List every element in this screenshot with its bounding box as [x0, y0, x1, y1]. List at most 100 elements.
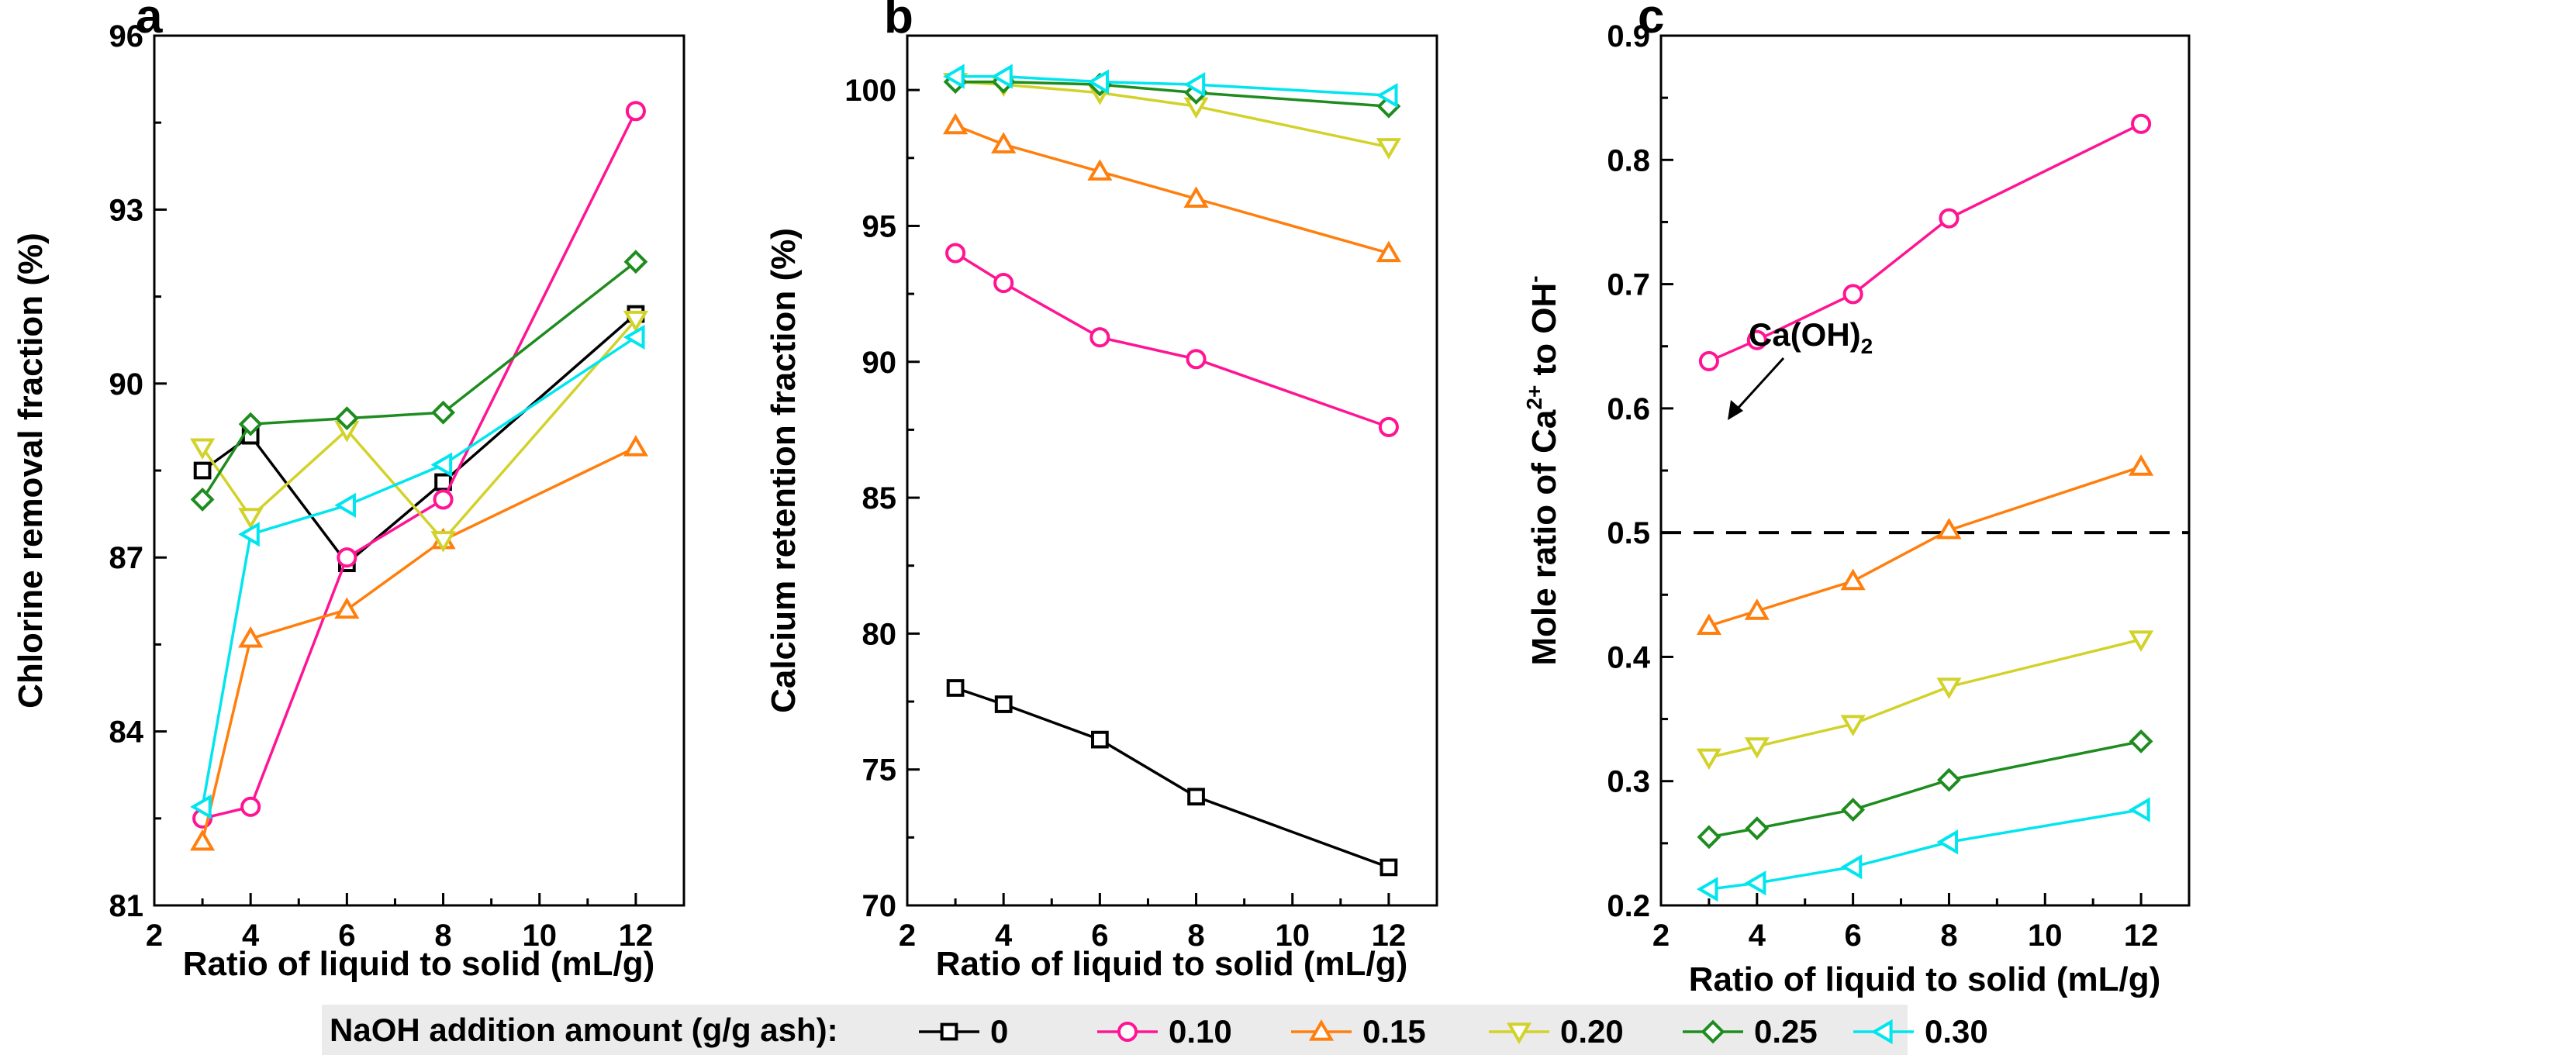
- y-axis-title-b: Calcium retention fraction (%): [765, 228, 803, 713]
- data-point-a-s010-1: [240, 796, 261, 817]
- data-point-a-s025-3: [431, 400, 455, 425]
- data-point-a-s025-2: [334, 406, 359, 431]
- data-point-a-s0-0: [193, 461, 212, 480]
- data-point-b-s0-2: [1091, 730, 1109, 749]
- data-point-b-s030-1: [991, 64, 1013, 89]
- x-tick-label-a-1: 4: [242, 919, 260, 953]
- y-tick-label-c-5: 0.7: [1607, 268, 1650, 302]
- x-tick-label-b-1: 4: [995, 919, 1013, 953]
- series-line-a-s015: [201, 446, 637, 843]
- data-point-b-s015-2: [1087, 159, 1113, 181]
- x-tick-label-c-0: 2: [1652, 919, 1670, 953]
- data-point-b-s010-4: [1378, 416, 1399, 437]
- data-point-a-s015-0: [190, 829, 216, 851]
- y-tick-label-a-5: 96: [109, 19, 144, 53]
- y-tick-label-c-0: 0.2: [1607, 889, 1650, 923]
- legend-title: NaOH addition amount (g/g ash):: [330, 1012, 838, 1048]
- annotation-caoh2-sub: 2: [1861, 334, 1873, 358]
- data-point-a-s030-0: [190, 794, 212, 819]
- data-point-c-s010-3: [1939, 208, 1960, 229]
- data-point-c-s030-1: [1744, 871, 1766, 896]
- series-line-a-s010: [202, 110, 637, 820]
- x-tick-label-b-3: 8: [1187, 919, 1204, 953]
- y-tick-label-c-2: 0.4: [1607, 640, 1650, 674]
- data-point-a-s030-1: [238, 522, 260, 547]
- legend-entry-010-marker: [1117, 1021, 1138, 1043]
- data-point-a-s015-2: [334, 597, 360, 619]
- data-point-b-s030-4: [1376, 83, 1398, 109]
- data-point-b-s015-3: [1183, 186, 1209, 208]
- series-line-b-s0: [955, 686, 1390, 869]
- legend-entry-025-marker: [1701, 1019, 1725, 1044]
- data-point-b-s0-0: [946, 679, 965, 697]
- data-point-c-s030-3: [1936, 829, 1959, 855]
- series-line-a-s0: [202, 312, 637, 566]
- data-point-b-s010-0: [945, 243, 966, 264]
- y-tick-label-c-1: 0.3: [1607, 765, 1650, 799]
- data-point-b-s010-1: [993, 273, 1014, 294]
- plot-frame-c: [1659, 34, 2191, 907]
- data-point-a-s015-4: [623, 435, 648, 457]
- series-line-a-s030: [201, 336, 637, 808]
- y-tick-label-b-1: 75: [862, 753, 897, 788]
- y-tick-label-b-6: 100: [844, 74, 896, 108]
- legend-entry-020-marker: [1506, 1022, 1532, 1044]
- data-point-c-s030-0: [1696, 877, 1718, 902]
- series-line-c-s025: [1708, 740, 2142, 839]
- legend-entry-020-label: 0.20: [1560, 1013, 1624, 1050]
- x-axis-title-b: Ratio of liquid to solid (mL/g): [936, 945, 1408, 983]
- data-point-c-s025-3: [1937, 767, 1961, 792]
- data-point-c-s015-2: [1840, 568, 1866, 591]
- series-group-c: [1696, 113, 2154, 902]
- y-axis-title-c: Mole ratio of Ca2+ to OH-: [1522, 275, 1563, 665]
- legend-entry-010-label: 0.10: [1169, 1013, 1232, 1050]
- data-point-c-s015-1: [1744, 598, 1770, 620]
- legend-entry-025-label: 0.25: [1754, 1013, 1818, 1050]
- series-line-b-s010: [955, 252, 1390, 429]
- x-tick-label-a-5: 12: [619, 919, 654, 953]
- legend: NaOH addition amount (g/g ash): 0 0.10 0.1…: [322, 1005, 1988, 1055]
- y-tick-label-a-4: 93: [109, 193, 144, 227]
- data-point-c-s025-0: [1697, 825, 1721, 850]
- data-point-a-s030-4: [623, 324, 645, 350]
- plot-frame-b: [906, 34, 1438, 907]
- data-point-b-s0-3: [1187, 788, 1205, 806]
- data-point-a-s010-3: [433, 489, 454, 510]
- series-line-a-s020: [201, 319, 637, 543]
- data-point-a-s015-1: [238, 626, 264, 648]
- legend-entry-010: 0.10: [1097, 1013, 1232, 1050]
- y-tick-label-b-0: 70: [862, 889, 897, 923]
- legend-entry-015-marker: [1308, 1019, 1335, 1041]
- data-point-c-s020-2: [1840, 715, 1866, 736]
- data-point-a-s025-4: [623, 250, 648, 274]
- data-point-c-s025-1: [1745, 816, 1770, 841]
- data-point-c-s020-1: [1744, 737, 1770, 759]
- annotation-arrow-head: [1728, 400, 1743, 420]
- panel-letter-b: b: [884, 0, 913, 43]
- legend-entries: 0 0.10 0.15 0.20 0.25 0.30: [919, 1013, 1988, 1050]
- x-tick-label-b-0: 2: [899, 919, 916, 953]
- annotation-caoh2: Ca(OH)2: [1749, 316, 1873, 358]
- series-group-a: [190, 101, 648, 851]
- y-tick-label-b-5: 95: [862, 209, 897, 243]
- legend-entry-015-label: 0.15: [1362, 1013, 1426, 1050]
- ticks-c: 2 4 6 8 10 12 0.2 0.3 0.4 0.5 0.6 0.7 0.8 0.9: [1607, 19, 2158, 953]
- series-line-c-s015: [1708, 465, 2142, 628]
- data-point-a-s020-0: [190, 438, 216, 460]
- y-tick-label-b-2: 80: [862, 617, 897, 651]
- legend-entry-0-label: 0: [990, 1013, 1008, 1050]
- x-tick-label-c-3: 8: [1940, 919, 1957, 953]
- x-tick-label-b-5: 12: [1372, 919, 1407, 953]
- x-tick-label-c-5: 12: [2124, 919, 2159, 953]
- data-point-c-s015-0: [1696, 613, 1721, 635]
- data-point-a-s020-1: [238, 508, 264, 529]
- chart-panel-b: 2 4 6 8 10 12 70 75 80 85 90 95 100 Ratio of liquid …: [765, 34, 1438, 983]
- x-tick-label-c-2: 6: [1845, 919, 1862, 953]
- x-tick-label-b-2: 6: [1091, 919, 1108, 953]
- y-axis-title-c-part1: Mole ratio of Ca: [1525, 409, 1563, 666]
- y-tick-label-c-3: 0.5: [1607, 516, 1650, 550]
- annotation-arrow-line: [1735, 357, 1785, 411]
- legend-entry-025: 0.25: [1683, 1013, 1818, 1050]
- data-point-c-s015-3: [1936, 517, 1962, 540]
- legend-entry-030: 0.30: [1853, 1013, 1988, 1050]
